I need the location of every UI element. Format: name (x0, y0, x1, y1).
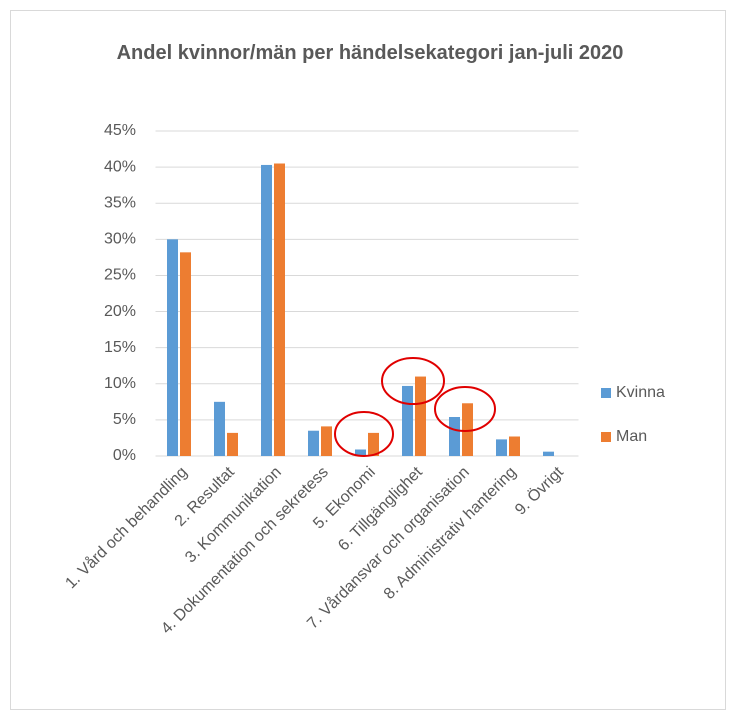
x-tick-label: 4. Dokumentation och sekretess (158, 464, 332, 638)
bar (509, 436, 520, 456)
bar (449, 417, 460, 456)
y-tick-label: 10% (104, 375, 136, 392)
bar (402, 385, 413, 456)
bar (321, 426, 332, 456)
chart-frame (10, 10, 726, 710)
bar (274, 163, 285, 456)
bar (496, 439, 507, 456)
bar (368, 432, 379, 456)
y-tick-label: 5% (113, 411, 136, 428)
y-tick-label: 20% (104, 303, 136, 320)
bar (355, 449, 366, 456)
bar (180, 252, 191, 456)
highlight-circle (334, 411, 394, 457)
chart-title: Andel kvinnor/män per händelsekategori j… (116, 42, 624, 64)
bar (167, 239, 178, 456)
legend-label: Kvinna (616, 384, 665, 401)
x-tick-label: 6. Tillgänglighet (335, 463, 426, 554)
y-tick-label: 40% (104, 158, 136, 175)
x-tick-label: 1. Vård och behandling (62, 463, 191, 592)
bar (462, 403, 473, 456)
marks: 0% 5% 10% 15% 20% 25% 30% 35% 40% 45% 1. Vård och … (62, 122, 665, 637)
bar (543, 451, 554, 456)
bar (261, 164, 272, 456)
legend-label: Man (616, 428, 647, 445)
highlight-circle (381, 357, 445, 405)
bar (308, 430, 319, 456)
x-tick-label: 9. Övrigt (511, 463, 567, 519)
y-tick-label: 0% (113, 447, 136, 464)
y-tick-label: 30% (104, 231, 136, 248)
bar (227, 432, 238, 456)
legend-swatch (601, 388, 611, 398)
legend-swatch (601, 432, 611, 442)
y-tick-label: 35% (104, 194, 136, 211)
y-tick-label: 25% (104, 267, 136, 284)
y-tick-label: 45% (104, 122, 136, 139)
bar (415, 376, 426, 456)
highlight-circle (434, 386, 496, 432)
y-tick-label: 15% (104, 339, 136, 356)
bar (214, 401, 225, 456)
